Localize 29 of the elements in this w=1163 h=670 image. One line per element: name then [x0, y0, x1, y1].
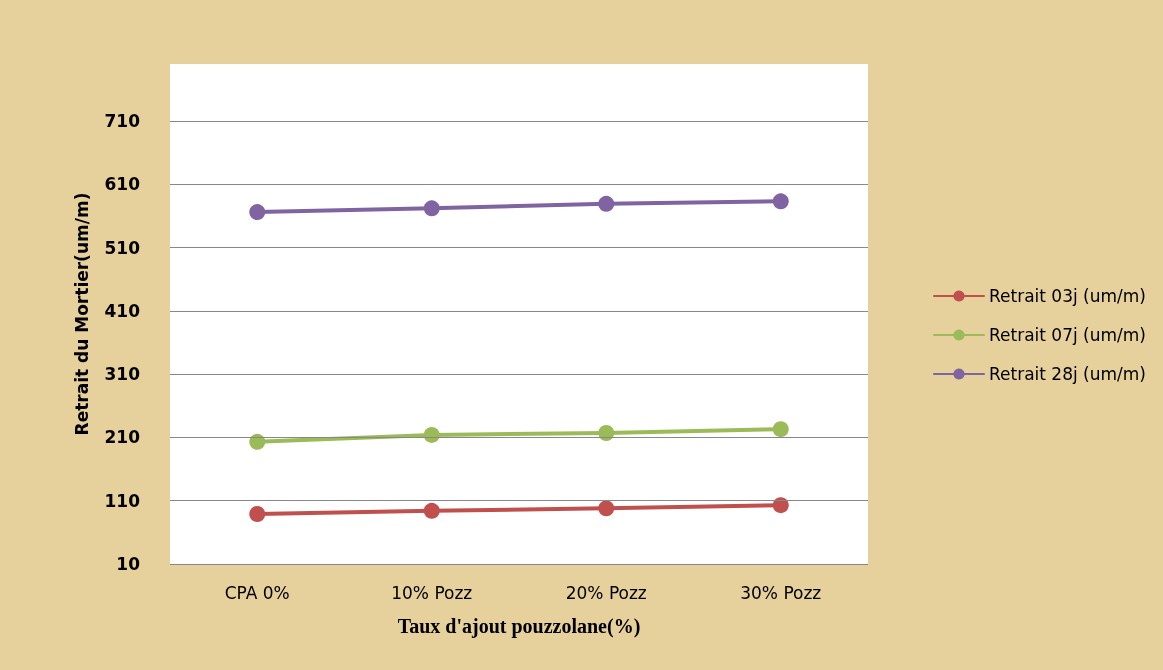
y-tick-label: 410	[104, 300, 141, 321]
x-tick-label: 20% Pozz	[565, 582, 647, 603]
point	[249, 506, 266, 522]
y-tick-label: 110	[104, 490, 141, 511]
y-axis-title: Retrait du Mortier(um/m)	[71, 192, 92, 436]
y-tick-label: 610	[104, 174, 141, 195]
x-axis-title: Taux d'ajout pouzzolane(%)	[397, 615, 641, 638]
legend-label: Retrait 28j (um/m)	[988, 364, 1147, 384]
point	[423, 200, 440, 217]
point	[423, 426, 440, 443]
y-tick-label: 310	[104, 364, 141, 385]
point	[249, 433, 266, 450]
y-tick-label: 210	[104, 427, 141, 448]
point	[249, 204, 266, 221]
point	[772, 421, 789, 438]
legend-label: Retrait 03j (um/m)	[988, 286, 1147, 306]
point	[598, 195, 615, 212]
point	[598, 500, 615, 517]
legend-label: Retrait 07j (um/m)	[988, 325, 1147, 345]
point	[772, 193, 789, 210]
point	[772, 497, 789, 514]
y-tick-label: 710	[104, 110, 141, 131]
point	[598, 424, 615, 441]
x-tick-label: CPA 0%	[224, 582, 290, 603]
y-tick-label: 10	[116, 554, 141, 574]
y-tick-label: 510	[104, 237, 141, 258]
x-tick-label: 30% Pozz	[740, 582, 822, 603]
x-tick-label: 10% Pozz	[391, 582, 473, 603]
point	[423, 502, 440, 519]
